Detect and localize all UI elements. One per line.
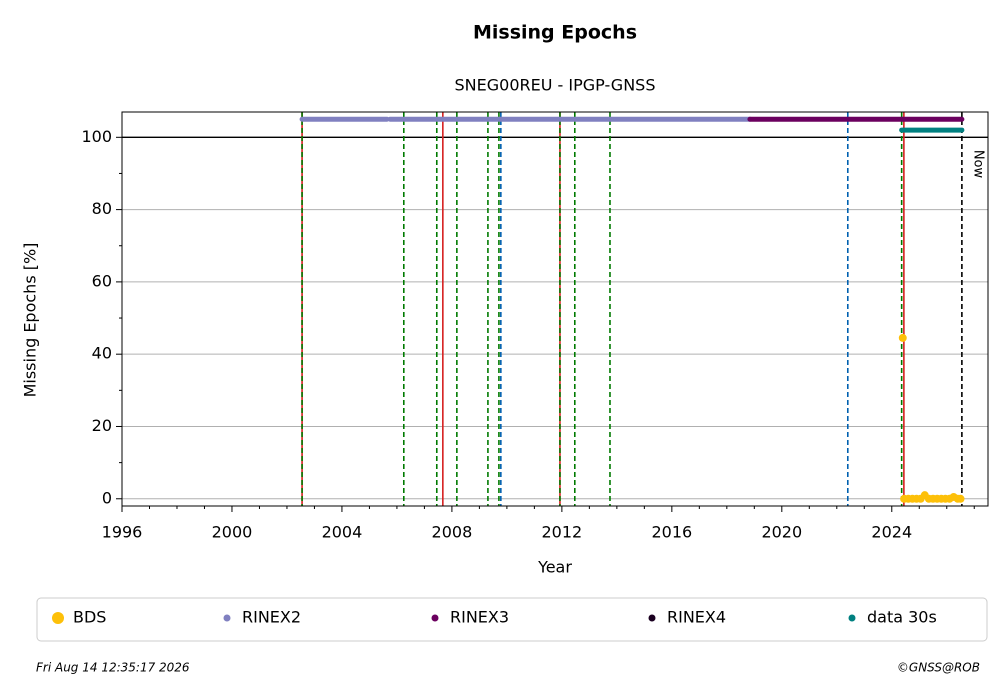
x-tick-label: 2000 [212,523,253,542]
y-tick-label: 80 [92,199,112,218]
chart-title: Missing Epochs [473,22,637,44]
data-point [956,494,965,503]
legend-label: RINEX4 [667,608,726,627]
y-tick-label: 40 [92,344,112,363]
legend-marker [431,614,439,622]
x-tick-label: 2024 [871,523,912,542]
legend-label: RINEX3 [450,608,509,627]
chart-subtitle: SNEG00REU - IPGP-GNSS [455,76,656,95]
legend-label: RINEX2 [242,608,301,627]
legend-marker [223,614,231,622]
annotation: Now [970,150,985,179]
y-tick-label: 0 [102,488,112,507]
legend-marker [848,614,856,622]
x-tick-label: 2008 [432,523,473,542]
credit: ©GNSS@ROB [897,661,980,675]
y-tick-label: 60 [92,271,112,290]
x-tick-label: 2012 [542,523,583,542]
legend-marker [648,614,656,622]
y-axis-label: Missing Epochs [%] [21,243,40,398]
data-point [898,333,907,342]
plot-frame [121,111,989,507]
x-tick-label: 2004 [322,523,363,542]
y-tick-label: 20 [92,416,112,435]
x-tick-label: 2016 [651,523,692,542]
y-tick-label: 100 [81,127,112,146]
legend-marker [52,612,64,624]
legend-label: BDS [73,608,106,627]
x-tick-label: 2020 [761,523,802,542]
x-axis-label: Year [537,558,572,577]
legend-label: data 30s [867,608,937,627]
legend-box [36,597,988,642]
x-tick-label: 1996 [102,523,143,542]
timestamp: Fri Aug 14 12:35:17 2026 [36,661,190,675]
